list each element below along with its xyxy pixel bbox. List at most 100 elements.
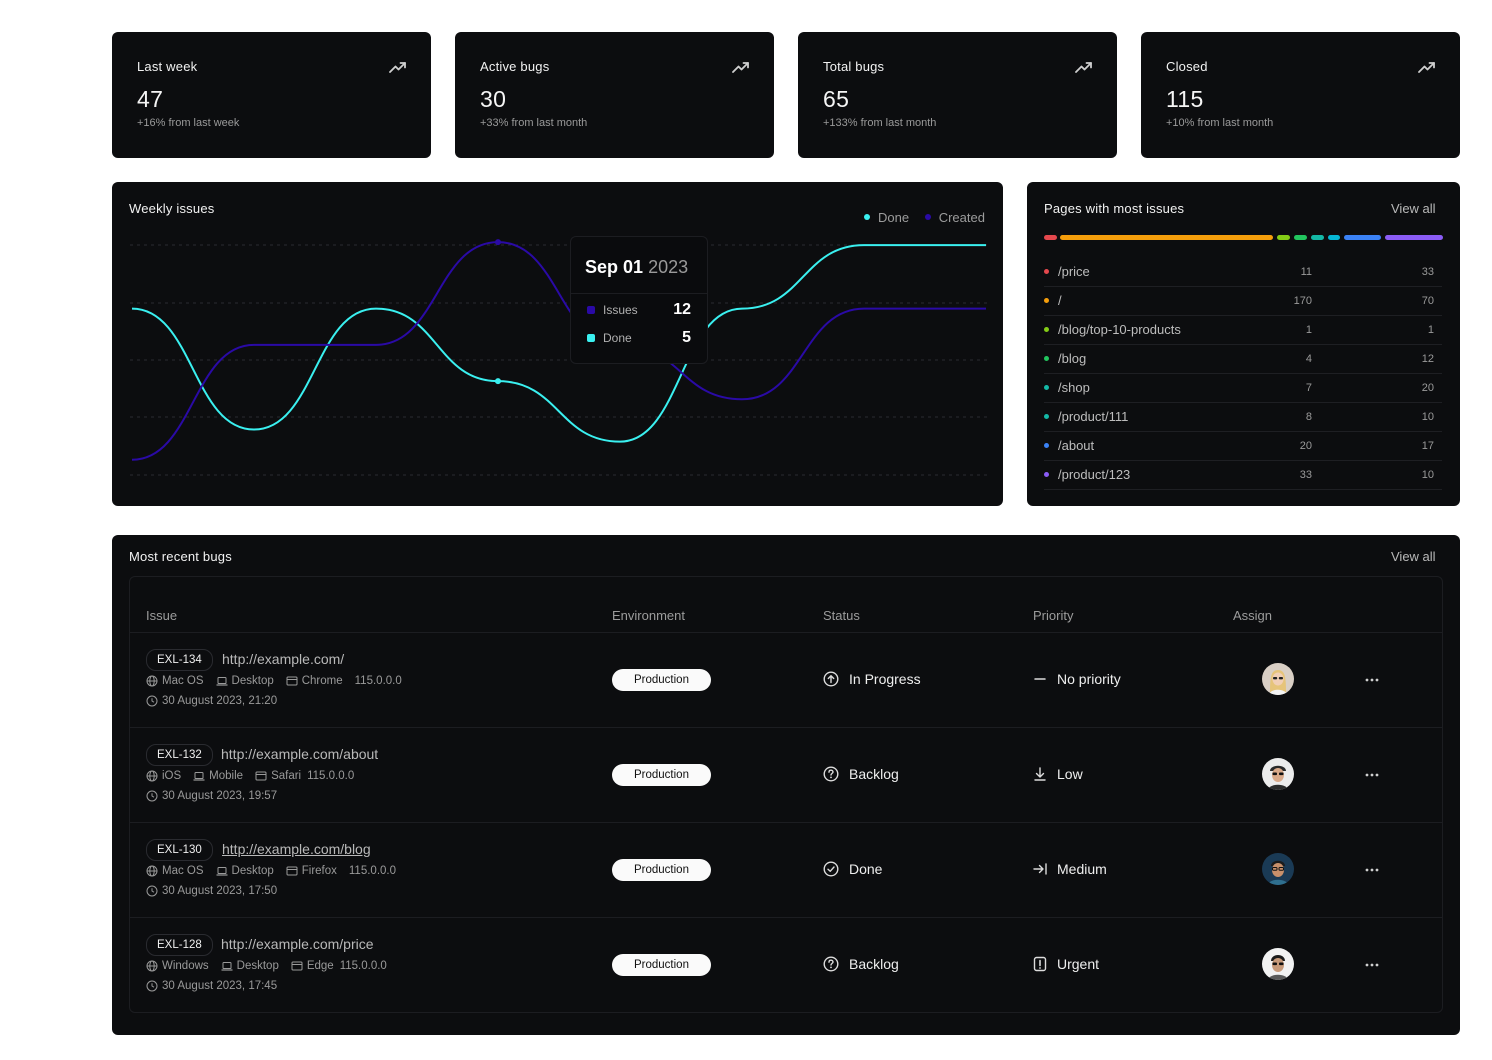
page-path: /product/111 — [1058, 409, 1129, 424]
stat-value: 115 — [1166, 86, 1204, 112]
issue-id-tag[interactable]: EXL-134 — [146, 649, 213, 671]
priority-label: Medium — [1057, 861, 1107, 877]
issue-meta: Windows Desktop Edge 115.0.0.0 — [146, 960, 387, 972]
dash-icon — [1034, 678, 1046, 680]
environment-badge: Production — [612, 954, 711, 976]
stat-card-closed: Closed 115 +10% from last month — [1141, 32, 1460, 158]
clock-icon — [146, 980, 158, 992]
issue-version: 115.0.0.0 — [339, 960, 387, 972]
avatar[interactable] — [1262, 948, 1294, 980]
status-cell[interactable]: Done — [823, 861, 882, 877]
table-divider — [130, 727, 1442, 728]
page-count-a: 4 — [1305, 353, 1312, 365]
avatar[interactable] — [1262, 663, 1294, 695]
hover-point-done — [495, 378, 501, 385]
globe-icon — [146, 770, 158, 782]
clock-icon — [146, 695, 158, 707]
page-path: /price — [1058, 264, 1090, 279]
status-cell[interactable]: Backlog — [823, 956, 899, 972]
question-circle-icon — [823, 766, 839, 782]
priority-label: Urgent — [1057, 956, 1100, 972]
globe-icon — [146, 960, 158, 972]
issue-os: iOS — [162, 770, 182, 782]
column-header-assign[interactable]: Assign — [1233, 608, 1273, 623]
issue-version: 115.0.0.0 — [307, 770, 355, 782]
page-count-a: 1 — [1305, 324, 1312, 336]
priority-cell[interactable]: Urgent — [1033, 956, 1099, 972]
table-divider — [130, 917, 1442, 918]
pages-view-all-link[interactable]: View all — [1391, 201, 1436, 216]
laptop-icon — [216, 677, 228, 686]
page-row[interactable]: /blog/top-10-products 1 1 — [1044, 316, 1442, 345]
status-cell[interactable]: In Progress — [823, 671, 921, 687]
environment-badge: Production — [612, 764, 711, 786]
issue-date: 30 August 2023, 19:57 — [162, 790, 278, 802]
page-row[interactable]: /blog 4 12 — [1044, 345, 1442, 374]
more-options-icon[interactable] — [1364, 862, 1380, 878]
legend-label-created: Created — [938, 209, 985, 225]
page-row[interactable]: /product/111 8 10 — [1044, 403, 1442, 432]
column-header-issue[interactable]: Issue — [146, 608, 178, 623]
more-options-icon[interactable] — [1364, 957, 1380, 973]
page-color-dot — [1044, 356, 1049, 361]
arrow-down-icon — [1034, 767, 1046, 781]
tooltip-row-done: Done 5 — [587, 329, 691, 347]
issue-url[interactable]: http://example.com/price — [221, 936, 374, 952]
priority-cell[interactable]: Low — [1033, 766, 1083, 782]
page-row[interactable]: / 170 70 — [1044, 287, 1442, 316]
page-count-a: 20 — [1299, 440, 1312, 452]
tooltip-label-done: Done — [603, 331, 632, 345]
issue-version: 115.0.0.0 — [354, 675, 402, 687]
issue-id-tag[interactable]: EXL-130 — [146, 839, 213, 861]
issue-url[interactable]: http://example.com/ — [222, 651, 345, 667]
stat-delta: +133% from last month — [823, 117, 937, 129]
issue-date-line: 30 August 2023, 17:45 — [146, 980, 277, 992]
column-header-status[interactable]: Status — [823, 608, 860, 623]
issue-browser: Firefox — [301, 865, 337, 877]
hover-point-created — [495, 239, 501, 246]
stat-title: Last week — [137, 59, 198, 74]
question-circle-icon — [823, 956, 839, 972]
series-line-created — [131, 241, 986, 461]
page-row[interactable]: /shop 7 20 — [1044, 374, 1442, 403]
bugs-view-all-link[interactable]: View all — [1391, 549, 1436, 564]
weekly-issues-chart — [130, 239, 988, 476]
avatar[interactable] — [1262, 758, 1294, 790]
priority-cell[interactable]: No priority — [1033, 671, 1121, 687]
series-line-done — [131, 244, 986, 443]
priority-cell[interactable]: Medium — [1033, 861, 1107, 877]
issue-os: Windows — [162, 960, 209, 972]
issue-id-tag[interactable]: EXL-132 — [146, 744, 213, 766]
browser-window-icon — [291, 961, 303, 971]
page-row[interactable]: /product/123 33 10 — [1044, 461, 1442, 490]
more-options-icon[interactable] — [1364, 672, 1380, 688]
browser-window-icon — [286, 866, 298, 876]
issue-url[interactable]: http://example.com/about — [221, 746, 379, 762]
status-cell[interactable]: Backlog — [823, 766, 899, 782]
page-count-b: 1 — [1427, 324, 1434, 336]
stat-value: 47 — [137, 86, 164, 112]
page-row[interactable]: /about 20 17 — [1044, 432, 1442, 461]
legend-label-done: Done — [878, 209, 910, 225]
pages-bar-segment — [1344, 235, 1381, 240]
pages-bar-segment — [1311, 235, 1324, 240]
issue-url[interactable]: http://example.com/blog — [222, 841, 371, 857]
issue-meta: Mac OS Desktop Chrome 115.0.0.0 — [146, 675, 402, 687]
trending-up-icon — [732, 62, 749, 73]
issue-browser: Chrome — [301, 675, 343, 687]
page-color-dot — [1044, 385, 1049, 390]
avatar[interactable] — [1262, 853, 1294, 885]
more-options-icon[interactable] — [1364, 767, 1380, 783]
issue-id-tag[interactable]: EXL-128 — [146, 934, 213, 956]
issue-meta: iOS Mobile Safari 115.0.0.0 — [146, 770, 354, 782]
stat-delta: +16% from last week — [137, 117, 240, 129]
pages-bar-segment — [1060, 235, 1273, 240]
column-header-environment[interactable]: Environment — [612, 608, 685, 623]
bugs-table — [129, 576, 1443, 1013]
tooltip-date-year: 2023 — [648, 257, 689, 277]
page-count-a: 7 — [1305, 382, 1312, 394]
page-row[interactable]: /price 11 33 — [1044, 258, 1442, 287]
column-header-priority[interactable]: Priority — [1033, 608, 1074, 623]
stat-value: 30 — [480, 86, 507, 112]
issue-date: 30 August 2023, 17:45 — [162, 980, 278, 992]
